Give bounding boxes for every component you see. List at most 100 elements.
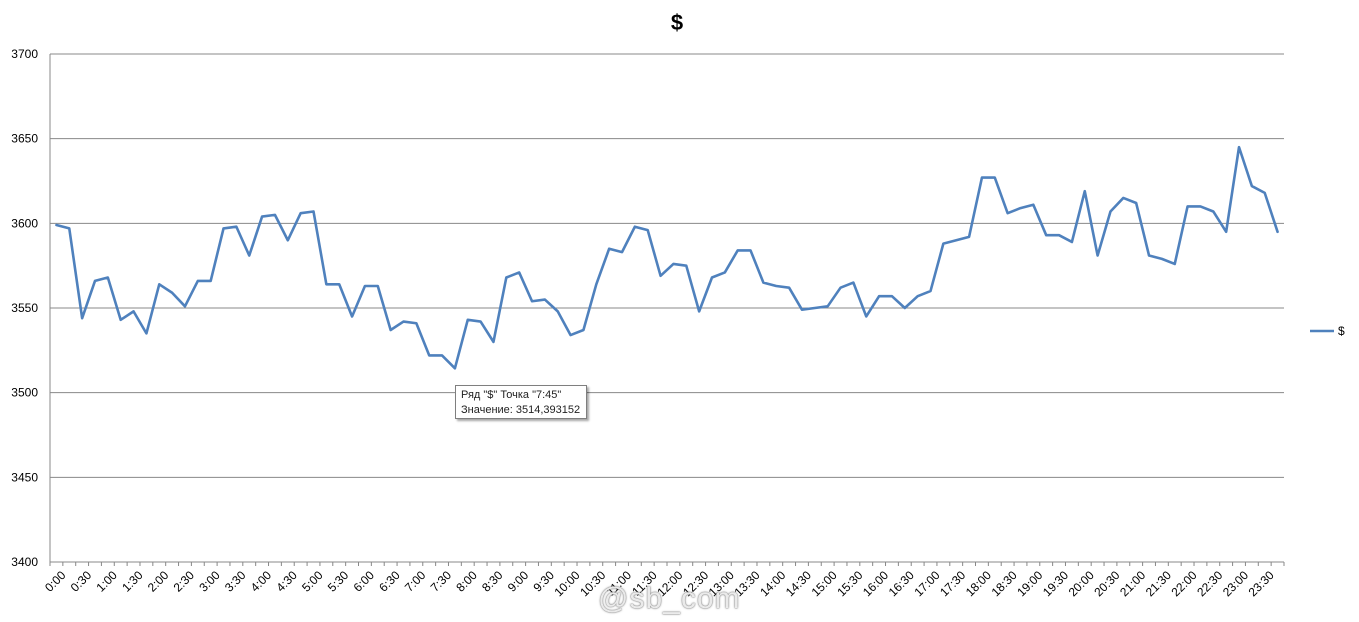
x-tick-label: 6:00: [351, 568, 378, 595]
data-point: [608, 248, 610, 250]
data-point: [544, 298, 546, 300]
x-tick-label: 3:00: [196, 568, 223, 595]
data-point: [724, 271, 726, 273]
x-tick-label: 20:00: [1066, 568, 1097, 599]
data-point: [647, 229, 649, 231]
data-point: [955, 239, 957, 241]
data-point: [1161, 258, 1163, 260]
data-point: [107, 276, 109, 278]
x-tick-label: 21:30: [1143, 568, 1174, 599]
x-tick-label: 0:00: [42, 568, 69, 595]
data-point: [364, 285, 366, 287]
x-tick-label: 21:00: [1117, 568, 1148, 599]
data-point: [235, 226, 237, 228]
x-tick-label: 8:00: [453, 568, 480, 595]
data-point: [454, 367, 456, 369]
data-point: [1186, 205, 1188, 207]
x-tick-label: 7:30: [428, 568, 455, 595]
data-point: [1109, 210, 1111, 212]
data-point: [1071, 241, 1073, 243]
data-point: [145, 332, 147, 334]
y-axis: 3400 3450 3500 3550 3600 3650 3700: [11, 47, 51, 569]
x-tick-label: 20:30: [1091, 568, 1122, 599]
data-point: [312, 210, 314, 212]
x-tick-label: 23:00: [1220, 568, 1251, 599]
watermark: @sb_com: [598, 582, 741, 615]
x-tick-label: 8:30: [479, 568, 506, 595]
data-point: [865, 315, 867, 317]
x-tick-label: 19:00: [1014, 568, 1045, 599]
x-tick-label: 16:00: [860, 568, 891, 599]
data-point: [916, 295, 918, 297]
data-point: [1251, 185, 1253, 187]
data-point: [1199, 205, 1201, 207]
data-point: [672, 263, 674, 265]
x-tick-label: 18:30: [989, 568, 1020, 599]
data-point: [736, 249, 738, 251]
data-point: [184, 305, 186, 307]
data-point-tooltip: Ряд "$" Точка "7:45" Значение: 3514,3931…: [455, 385, 587, 419]
data-point: [685, 264, 687, 266]
x-tick-label: 22:30: [1194, 568, 1225, 599]
x-tick-label: 1:00: [93, 568, 120, 595]
data-point: [518, 271, 520, 273]
x-tick-label: 15:00: [809, 568, 840, 599]
data-point: [55, 224, 57, 226]
x-tick-label: 5:00: [299, 568, 326, 595]
data-point: [569, 334, 571, 336]
data-point: [505, 276, 507, 278]
data-point: [119, 319, 121, 321]
x-tick-label: 18:00: [963, 568, 994, 599]
chart-title: $: [671, 10, 683, 35]
data-point: [698, 310, 700, 312]
data-point: [402, 320, 404, 322]
data-point: [492, 341, 494, 343]
x-tick-label: 2:30: [171, 568, 198, 595]
data-point: [749, 249, 751, 251]
x-tick-label: 3:30: [222, 568, 249, 595]
data-point: [1276, 231, 1278, 233]
data-point: [1058, 234, 1060, 236]
x-tick-label: 17:00: [911, 568, 942, 599]
data-point: [299, 212, 301, 214]
data-point: [94, 280, 96, 282]
data-point: [1212, 210, 1214, 212]
x-tick-label: 16:30: [886, 568, 917, 599]
y-tick-label: 3700: [11, 47, 38, 61]
x-tick-label: 17:30: [937, 568, 968, 599]
data-point: [467, 319, 469, 321]
data-point: [891, 295, 893, 297]
y-tick-label: 3550: [11, 301, 38, 315]
data-point: [801, 308, 803, 310]
series-line: [55, 145, 1279, 370]
data-point: [274, 214, 276, 216]
data-point: [659, 275, 661, 277]
data-point: [1238, 146, 1240, 148]
x-tick-label: 1:30: [119, 568, 146, 595]
x-tick-label: 19:30: [1040, 568, 1071, 599]
x-tick-label: 7:00: [402, 568, 429, 595]
data-point: [248, 254, 250, 256]
tooltip-value: Значение: 3514,393152: [461, 404, 581, 416]
data-point: [428, 354, 430, 356]
data-point: [209, 280, 211, 282]
data-point: [415, 322, 417, 324]
data-point: [826, 305, 828, 307]
x-tick-label: 0:30: [68, 568, 95, 595]
x-tick-label: 10:00: [552, 568, 583, 599]
data-point: [222, 227, 224, 229]
data-point: [788, 286, 790, 288]
legend: $: [1310, 324, 1345, 338]
data-point: [1135, 202, 1137, 204]
data-point: [441, 354, 443, 356]
data-point: [389, 329, 391, 331]
data-point: [557, 310, 559, 312]
data-point: [338, 283, 340, 285]
x-tick-label: 6:30: [376, 568, 403, 595]
data-point: [287, 239, 289, 241]
y-tick-label: 3600: [11, 216, 38, 230]
x-tick-label: 14:30: [783, 568, 814, 599]
y-tick-label: 3500: [11, 386, 38, 400]
data-point: [1045, 234, 1047, 236]
